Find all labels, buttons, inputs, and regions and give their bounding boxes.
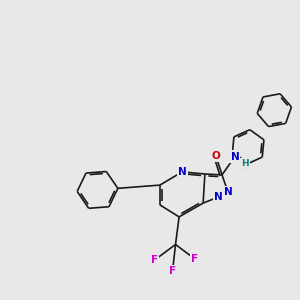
Text: N: N — [214, 192, 223, 202]
Text: F: F — [191, 254, 198, 264]
Text: F: F — [151, 255, 158, 265]
Text: O: O — [212, 151, 220, 161]
Text: H: H — [241, 159, 249, 168]
Text: N: N — [224, 187, 232, 197]
Text: N: N — [230, 152, 239, 162]
Text: F: F — [169, 266, 176, 277]
Text: N: N — [178, 167, 187, 177]
